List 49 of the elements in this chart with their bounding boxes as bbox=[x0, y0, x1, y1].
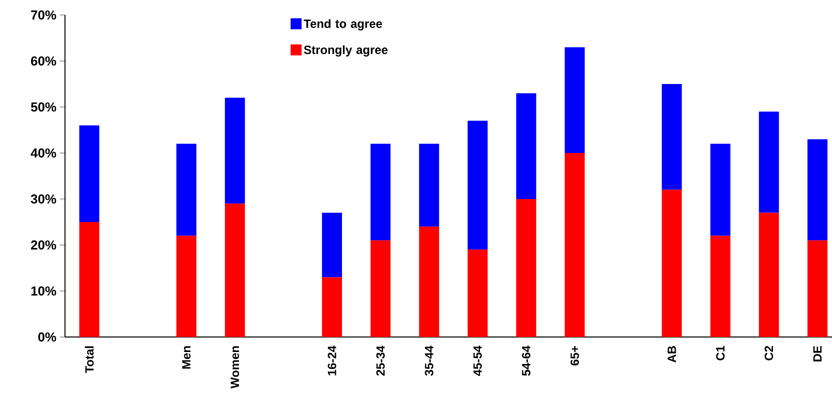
legend-label: Strongly agree bbox=[304, 45, 388, 57]
y-tick-label: 70% bbox=[31, 10, 56, 20]
bar bbox=[370, 144, 391, 240]
y-tick-label: 40% bbox=[30, 148, 56, 158]
bar bbox=[468, 120, 488, 250]
bar bbox=[322, 277, 342, 337]
x-tick-label: Total bbox=[84, 346, 94, 374]
y-tick-label: 30% bbox=[30, 194, 56, 204]
bar bbox=[564, 47, 585, 153]
x-tick-label: 54-64 bbox=[522, 346, 530, 376]
y-tick-label: 20% bbox=[31, 240, 56, 250]
bar bbox=[468, 250, 488, 337]
bar bbox=[807, 240, 828, 337]
bar bbox=[807, 139, 828, 240]
bar bbox=[516, 93, 536, 199]
bar bbox=[710, 144, 730, 236]
bar bbox=[322, 212, 342, 278]
bar bbox=[662, 190, 682, 337]
x-tick-label: 65+ bbox=[570, 346, 579, 366]
legend-label: Tend to agree bbox=[304, 19, 382, 30]
bar bbox=[710, 236, 730, 337]
bar bbox=[176, 236, 196, 337]
bar bbox=[79, 222, 100, 337]
x-tick-label: 25-34 bbox=[376, 346, 385, 376]
y-tick-label: 50% bbox=[30, 102, 56, 112]
x-tick-label: C1 bbox=[716, 346, 725, 360]
bar bbox=[516, 199, 536, 337]
bar bbox=[564, 153, 585, 337]
bar bbox=[419, 226, 440, 337]
bar bbox=[758, 212, 779, 337]
x-tick-label: DE bbox=[813, 346, 822, 362]
y-tick-label: 0% bbox=[38, 332, 56, 342]
x-tick-label: 16-24 bbox=[328, 346, 336, 376]
bar bbox=[79, 125, 100, 222]
x-tick-label: C2 bbox=[764, 346, 774, 360]
x-tick-label: Women bbox=[230, 346, 240, 388]
bar bbox=[758, 112, 779, 213]
bar bbox=[224, 98, 245, 204]
x-tick-label: AB bbox=[668, 346, 676, 362]
bar bbox=[370, 240, 391, 337]
bar bbox=[419, 144, 440, 227]
bar bbox=[176, 144, 196, 236]
y-tick-label: 60% bbox=[31, 56, 56, 66]
x-tick-label: 45-54 bbox=[473, 346, 482, 376]
y-tick-label: 10% bbox=[31, 286, 56, 296]
bar bbox=[224, 204, 245, 337]
bar bbox=[662, 84, 682, 190]
x-tick-label: 35-44 bbox=[424, 346, 434, 376]
x-tick-label: Men bbox=[182, 346, 191, 369]
